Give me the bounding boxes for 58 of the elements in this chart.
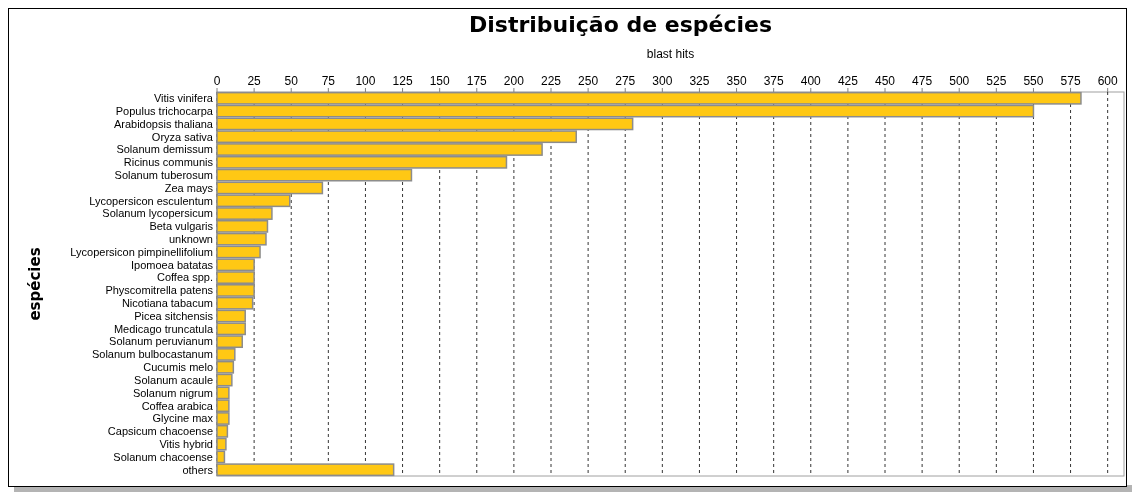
y-tick-label: Solanum bulbocastanum (91, 348, 213, 361)
x-tick-label: 100 (355, 74, 376, 88)
y-tick-label: Capsicum chacoense (107, 425, 213, 438)
y-tick-label: Coffea arabica (141, 399, 214, 412)
y-tick-label: Medicago truncatula (113, 322, 214, 335)
x-tick-label: 600 (1097, 74, 1118, 88)
y-tick-label: Nicotiana tabacum (121, 297, 213, 310)
y-tick-label: Solanum lycopersicum (102, 207, 213, 220)
x-tick-label: 125 (392, 74, 413, 88)
y-tick-label: Physcomitrella patens (105, 284, 214, 297)
x-tick-label: 400 (800, 74, 822, 88)
y-tick-label: Oryza sativa (151, 130, 214, 143)
y-tick-label: Solanum acaule (134, 373, 213, 386)
y-tick-label: Lycopersicon pimpinellifolium (70, 245, 213, 258)
x-tick-label: 350 (726, 74, 747, 88)
y-tick-label: Ipomoea batatas (131, 258, 214, 271)
y-tick-label: Coffea spp. (156, 271, 213, 284)
y-tick-label: Solanum nigrum (132, 386, 213, 399)
x-tick-label: 425 (837, 74, 859, 88)
y-tick-label: Lycopersicon esculentum (89, 194, 213, 207)
y-tick-label: Solanum chacoense (113, 450, 213, 463)
x-tick-label: 450 (874, 74, 896, 88)
x-tick-label: 300 (652, 74, 673, 88)
x-tick-label: 525 (986, 74, 1007, 88)
x-tick-label: 475 (912, 74, 933, 88)
y-tick-label: Glycine max (152, 412, 214, 425)
y-tick-label: unknown (168, 233, 213, 246)
x-axis-title: blast hits (646, 47, 695, 61)
y-tick-label: Zea mays (164, 181, 214, 194)
y-axis-title: espécies (26, 247, 44, 321)
y-tick-label: Picea sitchensis (134, 309, 214, 322)
x-tick-label: 375 (763, 74, 784, 88)
x-tick-label: 25 (247, 74, 262, 88)
y-tick-label: Populus trichocarpa (115, 104, 214, 117)
x-tick-label: 175 (466, 74, 488, 88)
x-tick-label: 500 (949, 74, 970, 88)
y-tick-label: Cucumis melo (143, 361, 213, 374)
x-tick-label: 0 (213, 74, 221, 88)
x-tick-label: 550 (1023, 74, 1044, 88)
y-tick-label: Vitis hybrid (159, 437, 213, 450)
x-tick-label: 75 (321, 74, 336, 88)
y-tick-label: Solanum peruvianum (109, 335, 213, 348)
y-tick-label: Arabidopsis thaliana (113, 117, 214, 130)
y-tick-label: Beta vulgaris (149, 220, 214, 233)
y-tick-label: Vitis vinifera (153, 92, 214, 105)
chart-title: Distribuição de espécies (468, 12, 773, 37)
x-tick-label: 575 (1060, 74, 1081, 88)
x-tick-label: 150 (429, 74, 450, 88)
x-tick-label: 50 (284, 74, 299, 88)
y-tick-label: others (182, 463, 214, 476)
x-tick-label: 275 (615, 74, 636, 88)
y-tick-label: Ricinus communis (123, 156, 214, 169)
x-tick-label: 250 (578, 74, 599, 88)
y-tick-label: Solanum demissum (116, 143, 213, 156)
x-tick-label: 200 (503, 74, 525, 88)
y-tick-label: Solanum tuberosum (114, 168, 213, 181)
x-tick-label: 225 (540, 74, 562, 88)
x-tick-label: 325 (689, 74, 710, 88)
